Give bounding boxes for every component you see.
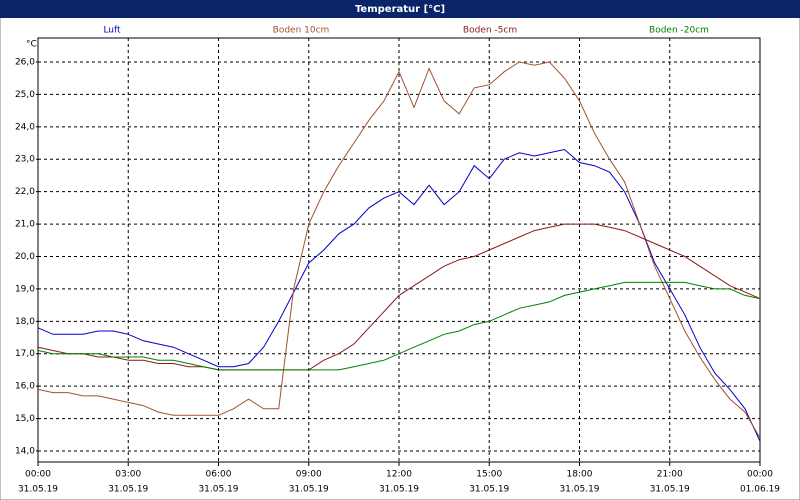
y-unit: °C (26, 40, 37, 50)
y-tick-label: 23,0 (15, 155, 35, 165)
series-line (37, 281, 761, 371)
y-tick-label: 16,0 (15, 382, 35, 392)
x-tick-date: 31.05.19 (559, 485, 599, 495)
x-tick-label: 09:00 (296, 470, 322, 480)
x-tick-label: 00:00 (747, 470, 773, 480)
x-tick-date: 01.06.19 (740, 485, 780, 495)
y-tick-label: 18,0 (15, 317, 35, 327)
title-bar (0, 0, 800, 18)
y-tick-label: 25,0 (15, 90, 35, 100)
chart-title: Temperatur [°C] (355, 4, 445, 15)
y-tick-label: 22,0 (15, 187, 35, 197)
x-tick-label: 06:00 (206, 470, 232, 480)
x-tick-date: 31.05.19 (198, 485, 238, 495)
series-line (37, 223, 761, 371)
series-line (37, 61, 761, 439)
x-tick-label: 18:00 (567, 470, 593, 480)
x-tick-date: 31.05.19 (650, 485, 690, 495)
x-tick-label: 15:00 (476, 470, 502, 480)
x-tick-label: 00:00 (25, 470, 51, 480)
x-tick-label: 21:00 (657, 470, 683, 480)
legend-entry: Luft (103, 26, 121, 36)
x-tick-date: 31.05.19 (108, 485, 148, 495)
y-tick-label: 14,0 (15, 446, 35, 456)
y-tick-label: 26,0 (15, 57, 35, 67)
x-tick-label: 12:00 (386, 470, 412, 480)
x-tick-date: 31.05.19 (289, 485, 329, 495)
legend-entry: Boden -20cm (649, 26, 709, 36)
y-tick-label: 17,0 (15, 349, 35, 359)
y-tick-label: 19,0 (15, 284, 35, 294)
x-tick-label: 03:00 (115, 470, 141, 480)
y-tick-label: 24,0 (15, 122, 35, 132)
y-tick-label: 20,0 (15, 252, 35, 262)
x-tick-date: 31.05.19 (18, 485, 58, 495)
legend-entry: Boden 10cm (273, 26, 330, 36)
x-tick-date: 31.05.19 (469, 485, 509, 495)
x-tick-date: 31.05.19 (379, 485, 419, 495)
y-tick-label: 21,0 (15, 220, 35, 230)
y-tick-label: 15,0 (15, 414, 35, 424)
legend-entry: Boden -5cm (463, 26, 517, 36)
